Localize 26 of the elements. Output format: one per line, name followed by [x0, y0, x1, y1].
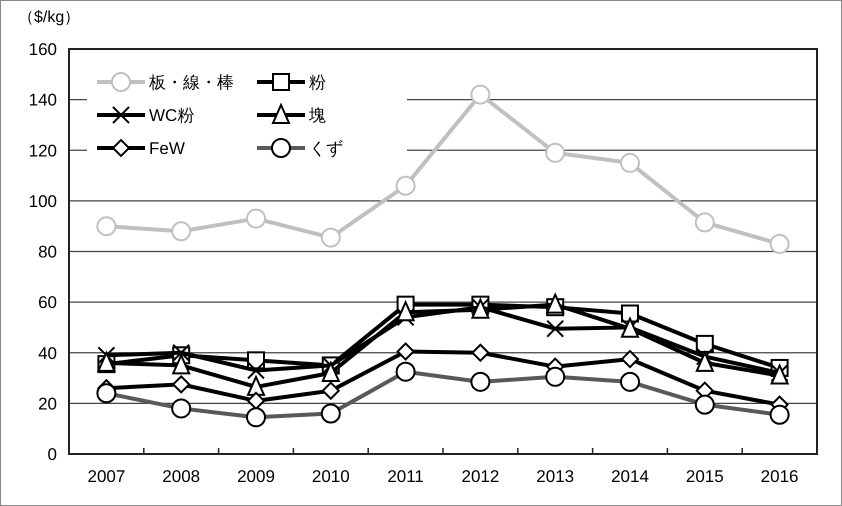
x-tick-label: 2014 [611, 467, 649, 486]
legend-label: FeW [149, 139, 185, 158]
y-axis-title: （$/kg） [18, 9, 80, 26]
x-tick-label: 2013 [536, 467, 574, 486]
y-tick-label: 140 [28, 90, 57, 110]
x-tick-label: 2012 [461, 467, 500, 486]
x-tick-label: 2007 [87, 467, 126, 486]
x-tick-label: 2015 [686, 467, 724, 486]
legend-label: WC粉 [149, 106, 194, 125]
y-tick-label: 160 [28, 40, 57, 59]
y-tick-label: 60 [38, 293, 57, 312]
y-tick-label: 0 [48, 445, 57, 464]
legend-label: くず [309, 139, 343, 158]
y-tick-label: 20 [38, 394, 57, 414]
y-tick-label: 40 [38, 344, 57, 363]
x-tick-label: 2016 [760, 467, 799, 486]
legend-label: 粉 [309, 73, 326, 92]
y-tick-label: 120 [28, 141, 57, 160]
y-tick-label: 80 [38, 242, 57, 262]
legend-label: 板・線・棒 [148, 73, 234, 92]
y-tick-label: 100 [28, 192, 57, 211]
x-tick-label: 2011 [387, 467, 424, 486]
x-tick-label: 2009 [237, 467, 275, 486]
x-tick-label: 2010 [312, 467, 350, 486]
legend-label: 塊 [308, 106, 326, 125]
x-tick-label: 2008 [162, 467, 200, 486]
